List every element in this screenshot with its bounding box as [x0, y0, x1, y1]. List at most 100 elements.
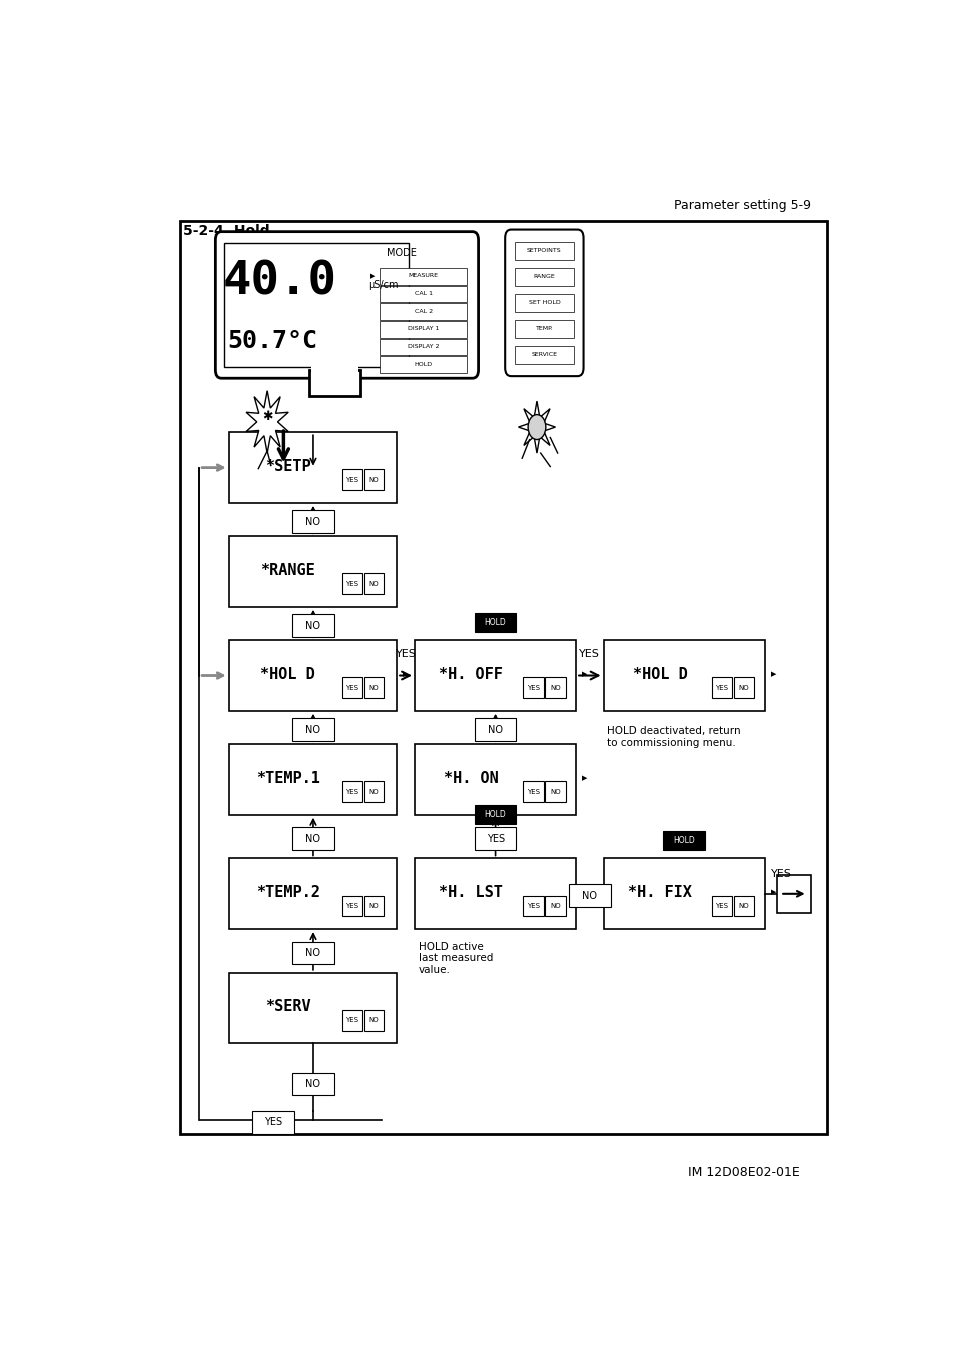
Text: YES: YES — [578, 649, 599, 659]
Bar — [341, 782, 362, 802]
Bar — [363, 678, 384, 698]
Bar — [229, 640, 396, 711]
Bar — [380, 304, 467, 320]
Text: ▶: ▶ — [581, 890, 587, 895]
Bar — [292, 1073, 334, 1095]
Text: DISPLAY 2: DISPLAY 2 — [408, 344, 439, 350]
Bar — [229, 432, 396, 504]
Text: IM 12D08E02-01E: IM 12D08E02-01E — [687, 1165, 799, 1179]
Text: NO: NO — [305, 517, 320, 526]
FancyBboxPatch shape — [215, 232, 478, 378]
Bar — [229, 973, 396, 1044]
Bar — [380, 356, 467, 373]
Text: 40.0: 40.0 — [222, 259, 336, 304]
Text: NO: NO — [305, 948, 320, 958]
Text: *H. OFF: *H. OFF — [439, 667, 503, 682]
Text: DISPLAY 1: DISPLAY 1 — [408, 327, 439, 331]
Bar — [569, 884, 610, 907]
Bar — [415, 859, 576, 929]
Text: NO: NO — [305, 834, 320, 844]
Text: YES: YES — [345, 477, 358, 483]
Text: HOLD: HOLD — [484, 810, 506, 819]
Bar — [515, 320, 574, 338]
Text: HOLD: HOLD — [673, 836, 694, 845]
Text: NO: NO — [369, 788, 379, 795]
Bar — [363, 895, 384, 917]
Text: YES: YES — [345, 903, 358, 909]
Bar — [662, 832, 704, 850]
Bar — [515, 267, 574, 286]
Bar — [229, 536, 396, 608]
Bar — [380, 286, 467, 302]
Circle shape — [528, 414, 545, 440]
Text: YES: YES — [345, 684, 358, 691]
Text: NO: NO — [550, 684, 560, 691]
Text: ▶: ▶ — [581, 671, 587, 678]
Bar — [292, 828, 334, 850]
Text: MODE: MODE — [387, 248, 416, 258]
Bar — [341, 574, 362, 594]
Bar — [415, 640, 576, 711]
Text: NO: NO — [305, 621, 320, 630]
Text: YES: YES — [526, 684, 539, 691]
Text: NO: NO — [305, 1079, 320, 1089]
Text: μS/cm: μS/cm — [368, 279, 398, 290]
Text: YES: YES — [395, 649, 416, 659]
Bar — [515, 346, 574, 365]
Bar — [711, 895, 732, 917]
Bar — [544, 678, 565, 698]
Text: *SERV: *SERV — [265, 999, 310, 1014]
Bar — [515, 242, 574, 261]
Bar — [733, 678, 754, 698]
Text: NO: NO — [550, 788, 560, 795]
Bar — [475, 806, 516, 824]
Bar — [363, 574, 384, 594]
Bar — [292, 614, 334, 637]
Text: HOLD active
last measured
value.: HOLD active last measured value. — [418, 942, 493, 975]
Bar — [311, 359, 357, 373]
Text: *HOL D: *HOL D — [632, 667, 686, 682]
Bar — [522, 895, 543, 917]
Bar — [475, 718, 516, 741]
Bar — [380, 339, 467, 355]
Text: *SETP: *SETP — [265, 459, 310, 474]
Bar — [603, 640, 764, 711]
Bar — [544, 895, 565, 917]
FancyBboxPatch shape — [505, 230, 583, 377]
Bar — [309, 370, 359, 396]
Text: YES: YES — [345, 580, 358, 587]
Text: SERVICE: SERVICE — [531, 352, 557, 358]
Text: MEASURE: MEASURE — [409, 273, 438, 278]
Bar — [224, 243, 409, 367]
Text: ▶: ▶ — [581, 775, 587, 782]
Text: *RANGE: *RANGE — [260, 563, 314, 578]
Text: 5-2-4. Hold: 5-2-4. Hold — [183, 224, 269, 239]
Text: YES: YES — [526, 903, 539, 909]
Text: NO: NO — [305, 725, 320, 734]
Bar — [415, 744, 576, 815]
Text: NO: NO — [369, 1018, 379, 1023]
Bar — [711, 678, 732, 698]
Text: HOLD: HOLD — [415, 362, 433, 367]
Text: ▶: ▶ — [770, 671, 775, 678]
Bar — [292, 942, 334, 964]
Bar — [292, 510, 334, 533]
Polygon shape — [518, 401, 555, 454]
Bar — [341, 1010, 362, 1031]
Text: *TEMP.1: *TEMP.1 — [255, 771, 319, 786]
Bar — [515, 294, 574, 312]
Text: RANGE: RANGE — [533, 274, 555, 279]
Text: *HOL D: *HOL D — [260, 667, 314, 682]
Text: NO: NO — [738, 903, 748, 909]
Bar — [341, 678, 362, 698]
Text: ▶: ▶ — [770, 890, 775, 895]
Text: YES: YES — [715, 684, 727, 691]
Text: TEMP.: TEMP. — [535, 327, 553, 331]
Bar — [292, 718, 334, 741]
Bar — [341, 470, 362, 490]
Text: HOLD: HOLD — [484, 618, 506, 626]
Text: NO: NO — [738, 684, 748, 691]
Text: *TEMP.2: *TEMP.2 — [255, 884, 319, 900]
Bar — [777, 875, 810, 913]
Bar — [380, 269, 467, 285]
